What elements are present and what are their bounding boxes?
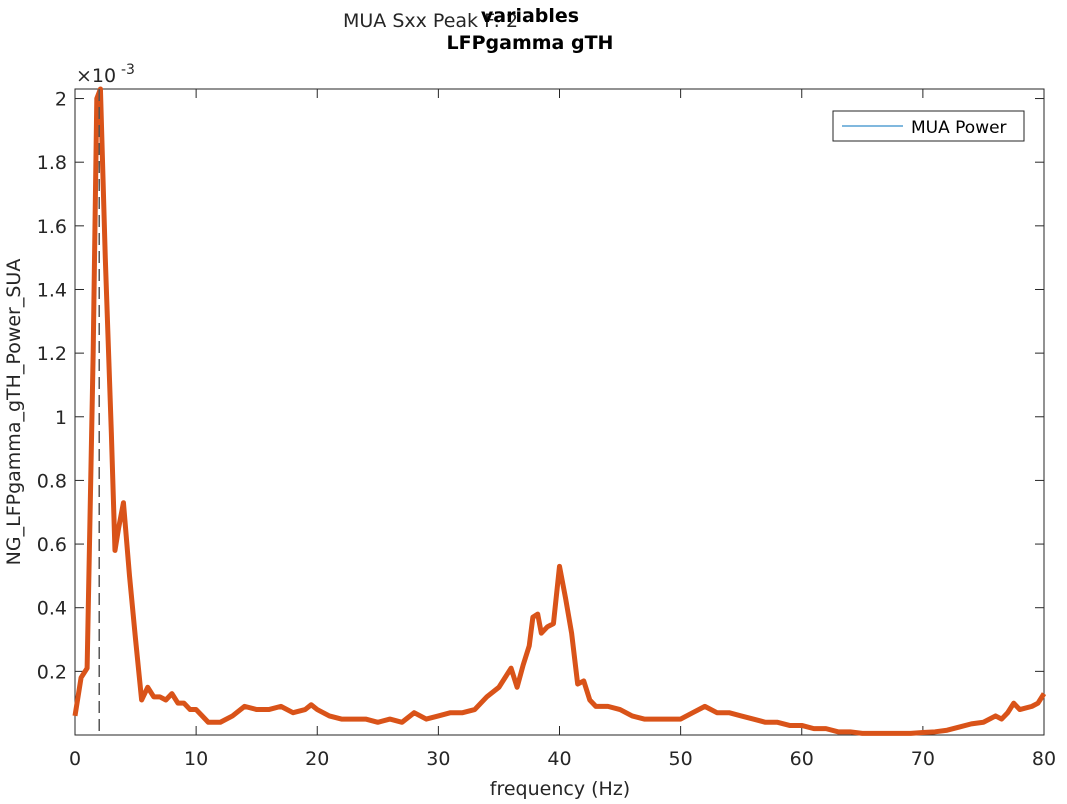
x-tick-label: 60	[790, 748, 814, 770]
title-line: LFPgamma gTH	[447, 32, 614, 54]
data-line	[72, 86, 1047, 736]
x-tick-label: 70	[911, 748, 935, 770]
title-line: MUA Sxx Peak F: 2	[343, 10, 518, 32]
y-tick-label: 1.6	[37, 216, 67, 238]
x-tick-label: 40	[547, 748, 571, 770]
x-tick-label: 0	[69, 748, 81, 770]
y-tick-label: 2	[55, 89, 67, 111]
y-tick-label: 0.8	[37, 470, 67, 492]
y-tick-label: 0.6	[37, 534, 67, 556]
y-tick-label: 0.4	[37, 598, 67, 620]
y-tick-label: 0.2	[37, 661, 67, 683]
x-tick-label: 50	[669, 748, 693, 770]
x-axis-label: frequency (Hz)	[490, 778, 630, 800]
axes-box	[74, 88, 1045, 736]
x-tick-label: 10	[184, 748, 208, 770]
y-exponent-power: -3	[121, 62, 135, 78]
y-tick-label: 1.2	[37, 343, 67, 365]
y-tick-label: 1.8	[37, 152, 67, 174]
x-tick-label: 30	[426, 748, 450, 770]
legend-label: MUA Power	[911, 118, 1007, 138]
y-exponent-base: ×10	[76, 65, 116, 87]
title-line: variables	[481, 5, 579, 27]
y-axis-label: NG_LFPgamma_gTH_Power_SUA	[3, 259, 25, 566]
y-tick-label: 1	[55, 407, 67, 429]
x-tick-label: 80	[1032, 748, 1056, 770]
y-tick-label: 1.4	[37, 279, 67, 301]
x-tick-label: 20	[305, 748, 329, 770]
